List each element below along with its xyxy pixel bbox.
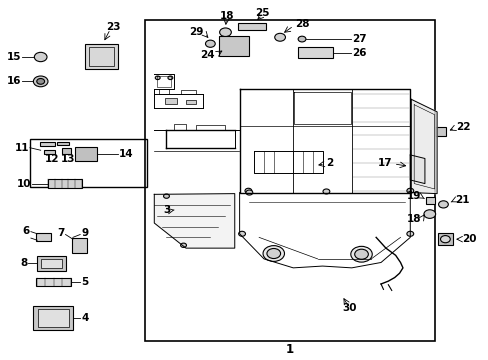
Circle shape [354, 249, 367, 259]
Circle shape [406, 231, 413, 236]
Bar [297, 47, 332, 58]
Text: 18: 18 [220, 11, 234, 21]
Circle shape [34, 52, 47, 62]
Text: 28: 28 [295, 19, 309, 30]
Text: 11: 11 [15, 143, 29, 153]
Bar [44, 150, 55, 154]
Polygon shape [410, 99, 436, 194]
Text: 3: 3 [163, 206, 170, 216]
Text: 7: 7 [58, 228, 65, 238]
Circle shape [163, 194, 169, 198]
Text: 16: 16 [7, 76, 21, 86]
Text: 30: 30 [342, 303, 356, 314]
Text: 6: 6 [22, 226, 30, 236]
Bar [144, 21, 434, 341]
Text: 27: 27 [351, 34, 366, 44]
Bar [75, 147, 97, 161]
Bar [40, 142, 55, 146]
Bar [33, 306, 73, 330]
Text: 13: 13 [61, 154, 75, 164]
Text: 17: 17 [377, 158, 391, 168]
Circle shape [263, 246, 284, 261]
Bar [434, 127, 446, 136]
Circle shape [266, 248, 280, 258]
Text: 20: 20 [462, 234, 476, 244]
Circle shape [298, 36, 305, 42]
Text: 23: 23 [106, 22, 121, 32]
Text: 26: 26 [351, 48, 366, 58]
Text: 15: 15 [7, 52, 21, 62]
Text: 9: 9 [81, 228, 88, 238]
Text: 12: 12 [44, 154, 59, 164]
Circle shape [323, 189, 329, 194]
Circle shape [37, 78, 44, 84]
Bar [85, 44, 118, 69]
Bar [36, 233, 51, 241]
Text: 29: 29 [188, 27, 203, 37]
Circle shape [245, 190, 252, 195]
Circle shape [33, 76, 48, 87]
Bar [165, 98, 177, 104]
Circle shape [238, 231, 245, 236]
Text: 8: 8 [20, 258, 27, 268]
Circle shape [219, 28, 231, 37]
Circle shape [244, 188, 251, 193]
Text: 4: 4 [81, 313, 88, 323]
Bar [36, 278, 71, 286]
Text: 14: 14 [119, 149, 133, 159]
Text: 1: 1 [285, 343, 293, 356]
Circle shape [440, 235, 449, 243]
Polygon shape [154, 194, 234, 248]
Polygon shape [409, 155, 424, 184]
Circle shape [350, 246, 371, 262]
Text: 18: 18 [406, 215, 420, 224]
Circle shape [167, 76, 172, 80]
Circle shape [205, 40, 215, 47]
Circle shape [274, 33, 285, 41]
Bar [437, 233, 452, 245]
Bar [57, 142, 69, 145]
Text: 21: 21 [454, 195, 468, 205]
Bar [89, 47, 114, 66]
Bar [48, 179, 81, 188]
Bar [218, 36, 248, 56]
Bar [41, 258, 61, 268]
Text: 10: 10 [17, 179, 31, 189]
Bar [238, 23, 266, 31]
Bar [30, 139, 147, 187]
Text: 2: 2 [326, 158, 333, 168]
Text: 5: 5 [81, 277, 88, 287]
Circle shape [155, 76, 160, 80]
Bar [72, 238, 87, 253]
Bar [37, 256, 65, 271]
Bar [61, 148, 71, 154]
Text: 24: 24 [200, 50, 215, 60]
Bar [38, 309, 69, 327]
Text: 25: 25 [254, 8, 269, 18]
Circle shape [423, 210, 435, 219]
Circle shape [180, 243, 186, 247]
Text: 19: 19 [406, 191, 420, 201]
Circle shape [406, 188, 413, 193]
Text: 22: 22 [456, 122, 470, 132]
Bar [426, 197, 434, 204]
Bar [185, 100, 195, 104]
Circle shape [438, 201, 447, 208]
